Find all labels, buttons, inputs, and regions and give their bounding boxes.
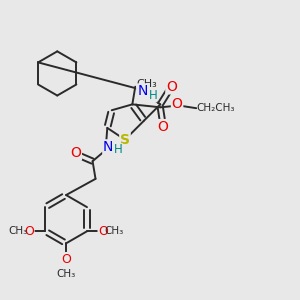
Text: N: N bbox=[103, 140, 113, 154]
Text: O: O bbox=[157, 120, 168, 134]
Text: CH₃: CH₃ bbox=[105, 226, 124, 236]
Text: O: O bbox=[172, 98, 182, 111]
Text: H: H bbox=[148, 89, 157, 102]
Text: O: O bbox=[24, 225, 34, 238]
Text: CH₃: CH₃ bbox=[137, 79, 158, 89]
Text: O: O bbox=[61, 253, 71, 266]
Text: CH₃: CH₃ bbox=[8, 226, 28, 236]
Text: S: S bbox=[120, 133, 130, 147]
Text: H: H bbox=[114, 143, 123, 157]
Text: O: O bbox=[70, 146, 81, 160]
Text: CH₃: CH₃ bbox=[56, 269, 76, 279]
Text: O: O bbox=[98, 225, 108, 238]
Text: O: O bbox=[166, 80, 177, 94]
Text: CH₂CH₃: CH₂CH₃ bbox=[196, 103, 235, 113]
Text: N: N bbox=[138, 84, 148, 98]
